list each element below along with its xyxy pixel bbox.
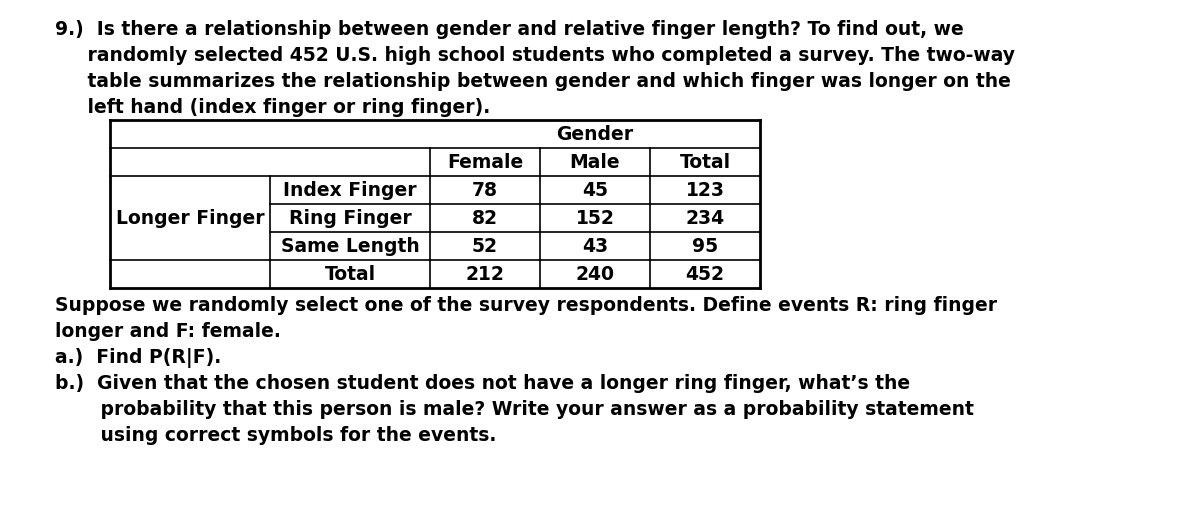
Text: 234: 234: [685, 209, 725, 228]
Text: Gender: Gender: [557, 124, 634, 144]
Text: 240: 240: [576, 264, 614, 284]
Text: Total: Total: [679, 153, 731, 171]
Text: using correct symbols for the events.: using correct symbols for the events.: [55, 426, 497, 445]
Text: Male: Male: [570, 153, 620, 171]
Text: Same Length: Same Length: [281, 237, 419, 255]
Text: 152: 152: [576, 209, 614, 228]
Text: Total: Total: [324, 264, 376, 284]
Text: Index Finger: Index Finger: [283, 180, 416, 200]
Text: 43: 43: [582, 237, 608, 255]
Text: table summarizes the relationship between gender and which finger was longer on : table summarizes the relationship betwee…: [55, 72, 1010, 91]
Text: 452: 452: [685, 264, 725, 284]
Text: Suppose we randomly select one of the survey respondents. Define events R: ring : Suppose we randomly select one of the su…: [55, 296, 997, 315]
Text: 78: 78: [472, 180, 498, 200]
Text: randomly selected 452 U.S. high school students who completed a survey. The two-: randomly selected 452 U.S. high school s…: [55, 46, 1015, 65]
Text: 212: 212: [466, 264, 504, 284]
Text: Female: Female: [446, 153, 523, 171]
Text: probability that this person is male? Write your answer as a probability stateme: probability that this person is male? Wr…: [55, 400, 974, 419]
Text: 82: 82: [472, 209, 498, 228]
Text: Longer Finger: Longer Finger: [115, 209, 264, 228]
Text: 52: 52: [472, 237, 498, 255]
Text: Ring Finger: Ring Finger: [289, 209, 412, 228]
Text: 45: 45: [582, 180, 608, 200]
Text: b.)  Given that the chosen student does not have a longer ring finger, what’s th: b.) Given that the chosen student does n…: [55, 374, 910, 393]
Text: left hand (index finger or ring finger).: left hand (index finger or ring finger).: [55, 98, 491, 117]
Text: longer and F: female.: longer and F: female.: [55, 322, 281, 341]
Text: 9.)  Is there a relationship between gender and relative finger length? To find : 9.) Is there a relationship between gend…: [55, 20, 964, 39]
Text: a.)  Find P(R|F).: a.) Find P(R|F).: [55, 348, 221, 368]
Text: 123: 123: [685, 180, 725, 200]
Text: 95: 95: [692, 237, 718, 255]
